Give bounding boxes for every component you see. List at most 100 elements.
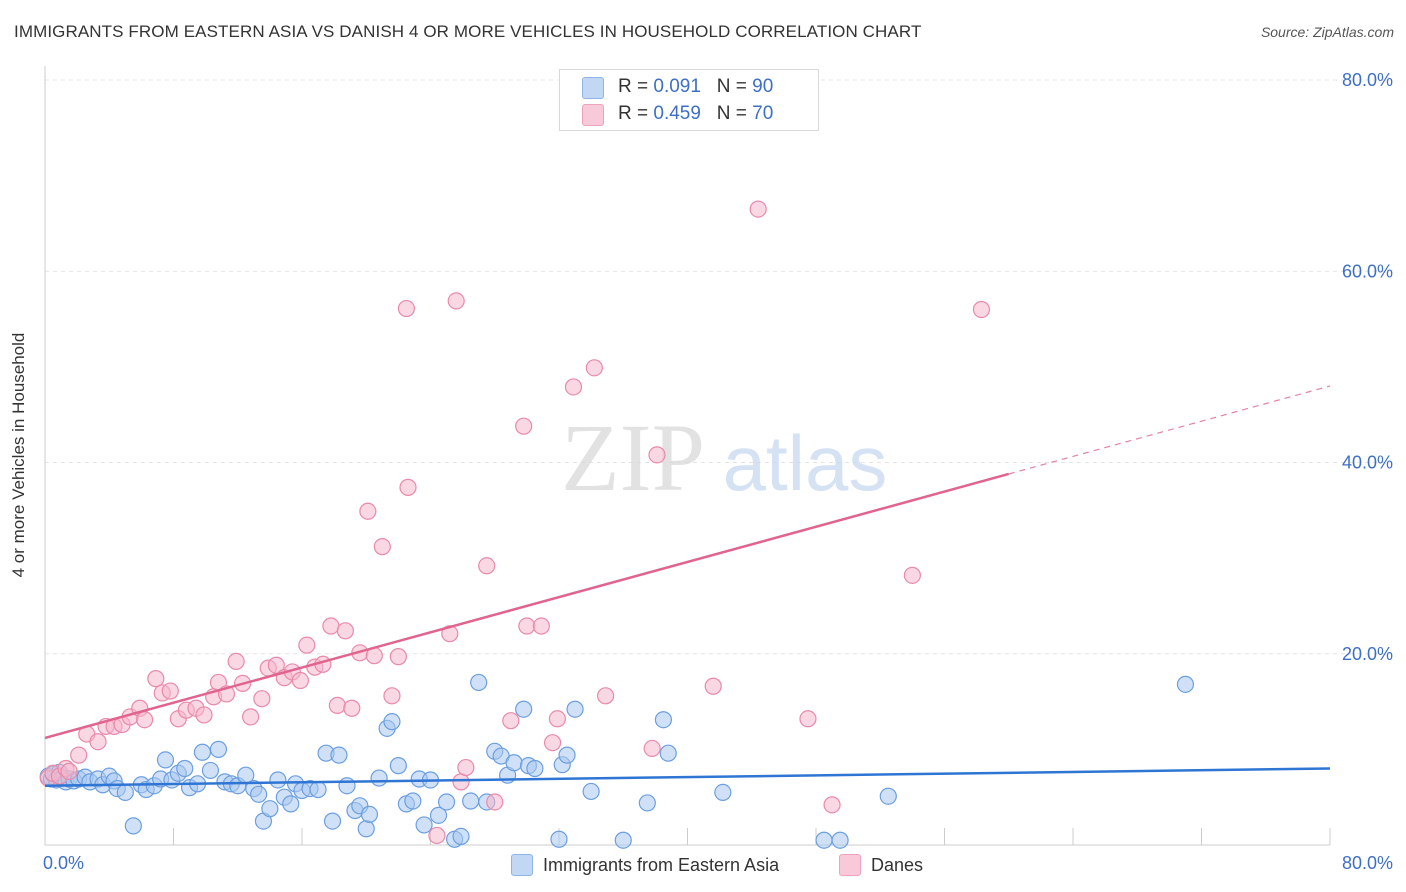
x-tick-label-max: 80.0% (1342, 853, 1393, 873)
point-eastern-asia (261, 800, 279, 818)
point-eastern-asia (638, 794, 656, 812)
point-danes (515, 417, 533, 435)
point-danes (502, 712, 520, 730)
point-eastern-asia (156, 751, 175, 769)
point-danes (343, 699, 361, 717)
point-danes (749, 200, 767, 218)
y-tick-label: 40.0% (1342, 453, 1393, 473)
legend-text-danes: R = 0.459 N = 70 (618, 103, 774, 124)
point-eastern-asia (383, 713, 401, 731)
legend-label-danes: Danes (871, 854, 924, 875)
series-legend: Immigrants from Eastern Asia Danes (0, 852, 1406, 878)
point-danes (291, 671, 309, 690)
watermark-atlas: atlas (723, 419, 888, 507)
point-danes (359, 502, 377, 520)
point-eastern-asia (330, 746, 348, 764)
y-axis-title: 4 or more Vehicles in Household (9, 332, 28, 578)
point-danes (972, 300, 991, 319)
point-eastern-asia (360, 805, 379, 824)
point-danes (328, 696, 346, 714)
point-danes (457, 758, 475, 777)
point-danes (397, 299, 416, 318)
point-eastern-asia (193, 743, 212, 761)
point-eastern-asia (116, 783, 134, 802)
point-danes (161, 682, 179, 700)
watermark-zip: ZIP (561, 404, 705, 511)
point-danes (195, 706, 213, 724)
point-eastern-asia (357, 820, 375, 838)
point-eastern-asia (370, 769, 388, 787)
point-eastern-asia (415, 816, 433, 834)
point-eastern-asia (124, 817, 142, 835)
point-eastern-asia (879, 787, 897, 805)
point-danes (585, 359, 603, 377)
point-danes (704, 677, 722, 695)
chart-title: IMMIGRANTS FROM EASTERN ASIA VS DANISH 4… (14, 22, 922, 41)
point-eastern-asia (309, 780, 327, 799)
point-eastern-asia (462, 792, 480, 810)
point-danes (298, 636, 316, 654)
point-danes (643, 739, 661, 758)
trend-line-eastern-asia (44, 767, 1331, 787)
point-danes (478, 557, 496, 575)
trend-line-danes-extrapolated (1008, 385, 1331, 475)
point-eastern-asia (338, 777, 356, 795)
r-value-danes: 0.459 (653, 103, 701, 124)
point-danes (548, 710, 566, 728)
point-eastern-asia (470, 673, 488, 692)
point-eastern-asia (269, 771, 287, 789)
point-eastern-asia (515, 700, 533, 718)
point-eastern-asia (250, 785, 268, 803)
point-danes (322, 617, 340, 635)
legend-swatch-danes (839, 854, 861, 876)
point-eastern-asia (654, 711, 673, 729)
x-tick-label-min: 0.0% (43, 853, 84, 873)
point-danes (903, 566, 921, 584)
point-danes (253, 690, 271, 708)
point-danes (267, 656, 285, 674)
y-tick-label: 60.0% (1342, 261, 1393, 281)
legend-item-eastern-asia[interactable]: Immigrants from Eastern Asia (511, 852, 779, 878)
point-eastern-asia (582, 782, 600, 801)
point-danes (227, 652, 245, 671)
point-eastern-asia (714, 783, 732, 802)
point-eastern-asia (1176, 675, 1195, 693)
point-eastern-asia (550, 830, 568, 848)
point-danes (823, 796, 841, 814)
point-eastern-asia (566, 700, 584, 718)
point-danes (799, 710, 817, 728)
point-eastern-asia (526, 759, 544, 778)
grid-lines (45, 79, 1392, 655)
point-danes (399, 478, 417, 496)
legend-swatch-blue (582, 77, 604, 99)
legend-item-danes[interactable]: Danes (839, 852, 923, 878)
point-eastern-asia (389, 757, 407, 775)
point-eastern-asia (209, 740, 228, 758)
y-tick-label: 20.0% (1342, 644, 1393, 664)
point-eastern-asia (659, 744, 677, 762)
point-danes (532, 617, 550, 635)
n-value-eastern-asia: 90 (752, 76, 774, 97)
point-danes (336, 622, 354, 640)
legend-text-eastern-asia: R = 0.091 N = 90 (618, 76, 774, 97)
tick-labels: 20.0% 40.0% 60.0% 80.0% 0.0% 80.0% (43, 70, 1393, 873)
point-eastern-asia (429, 806, 448, 824)
point-eastern-asia (558, 746, 576, 764)
point-eastern-asia (176, 759, 194, 778)
point-eastern-asia (437, 793, 456, 811)
point-danes (373, 538, 391, 556)
legend-swatch-pink (582, 104, 604, 126)
point-eastern-asia (404, 792, 422, 810)
trend-line-danes (44, 472, 1010, 740)
point-eastern-asia (201, 761, 220, 780)
legend-label-eastern-asia: Immigrants from Eastern Asia (543, 854, 780, 875)
trend-lines (44, 385, 1331, 787)
series-danes-points (39, 200, 991, 845)
legend-swatch-eastern-asia (511, 854, 533, 876)
point-danes (452, 773, 470, 791)
point-eastern-asia (614, 831, 632, 849)
r-value-eastern-asia: 0.091 (653, 76, 701, 97)
point-danes (428, 826, 446, 845)
point-danes (242, 708, 260, 726)
